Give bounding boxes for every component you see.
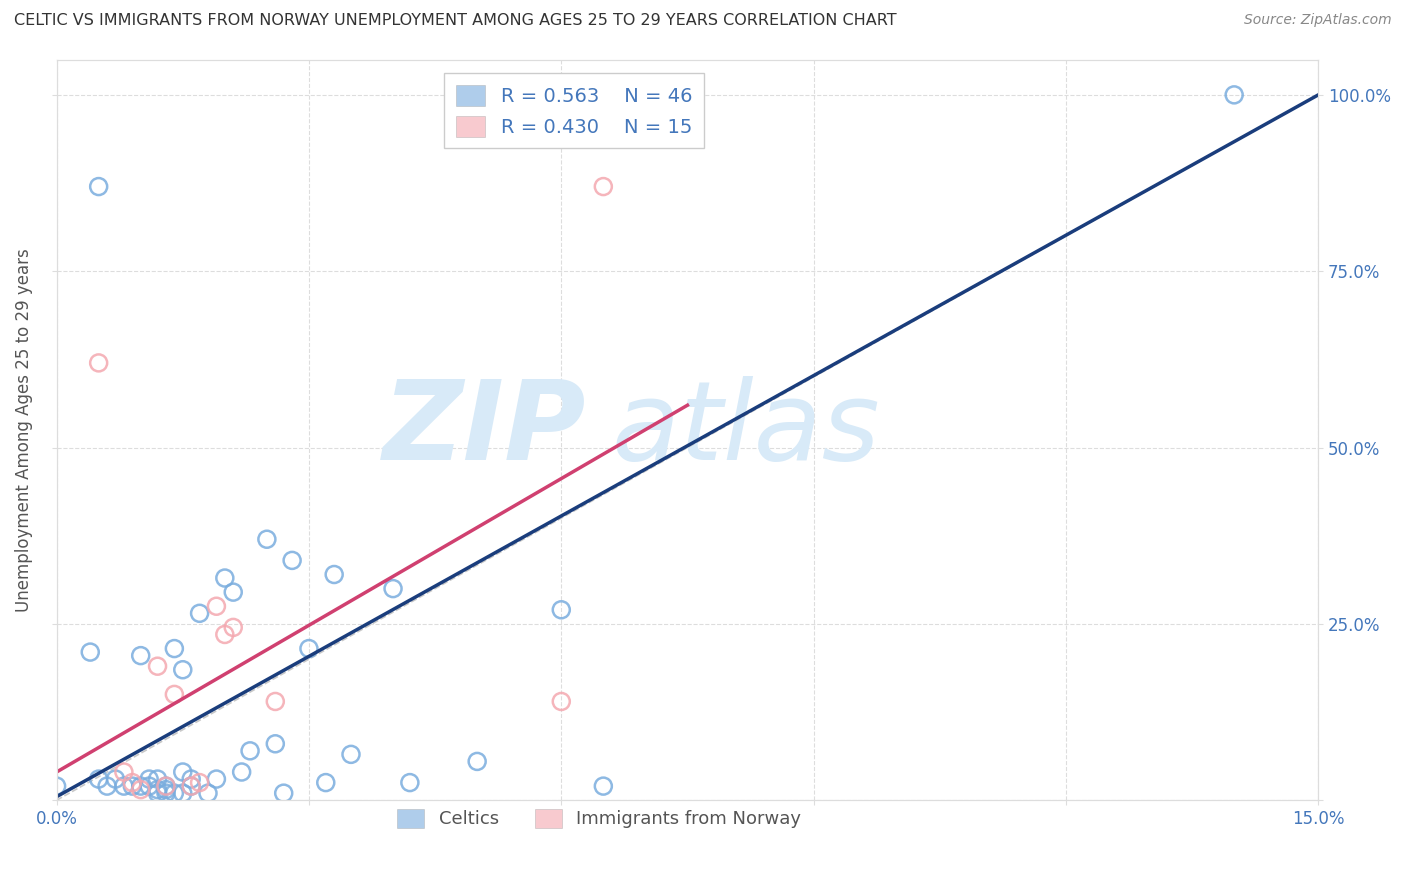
Point: [163, 641, 186, 656]
Point: [172, 663, 194, 677]
Legend: Celtics, Immigrants from Norway: Celtics, Immigrants from Norway: [389, 801, 808, 836]
Point: [104, 772, 127, 786]
Point: [592, 179, 614, 194]
Point: [231, 764, 253, 779]
Point: [87, 772, 110, 786]
Point: [188, 607, 211, 621]
Point: [205, 599, 228, 614]
Point: [465, 755, 488, 769]
Point: [155, 779, 177, 793]
Point: [239, 744, 262, 758]
Point: [172, 786, 194, 800]
Text: CELTIC VS IMMIGRANTS FROM NORWAY UNEMPLOYMENT AMONG AGES 25 TO 29 YEARS CORRELAT: CELTIC VS IMMIGRANTS FROM NORWAY UNEMPLO…: [14, 13, 897, 29]
Point: [399, 775, 422, 789]
Point: [155, 782, 177, 797]
Point: [382, 582, 405, 596]
Point: [256, 533, 278, 547]
Point: [163, 687, 186, 701]
Point: [155, 779, 177, 793]
Point: [121, 775, 143, 789]
Text: atlas: atlas: [612, 376, 880, 483]
Point: [112, 779, 135, 793]
Point: [188, 775, 211, 789]
Point: [146, 772, 169, 786]
Point: [550, 603, 572, 617]
Point: [550, 694, 572, 708]
Point: [129, 782, 152, 797]
Point: [197, 786, 219, 800]
Point: [87, 356, 110, 370]
Point: [222, 620, 245, 634]
Point: [222, 585, 245, 599]
Point: [1223, 87, 1246, 102]
Point: [264, 737, 287, 751]
Point: [138, 779, 160, 793]
Point: [146, 659, 169, 673]
Point: [180, 772, 202, 786]
Point: [214, 571, 236, 585]
Point: [264, 694, 287, 708]
Point: [79, 645, 101, 659]
Point: [45, 779, 67, 793]
Point: [129, 648, 152, 663]
Point: [138, 772, 160, 786]
Point: [121, 779, 143, 793]
Y-axis label: Unemployment Among Ages 25 to 29 years: Unemployment Among Ages 25 to 29 years: [15, 248, 32, 612]
Text: Source: ZipAtlas.com: Source: ZipAtlas.com: [1244, 13, 1392, 28]
Point: [340, 747, 363, 762]
Point: [180, 779, 202, 793]
Point: [592, 779, 614, 793]
Point: [146, 782, 169, 797]
Point: [146, 786, 169, 800]
Point: [323, 567, 346, 582]
Text: ZIP: ZIP: [382, 376, 586, 483]
Point: [205, 772, 228, 786]
Point: [112, 764, 135, 779]
Point: [87, 179, 110, 194]
Point: [315, 775, 337, 789]
Point: [129, 779, 152, 793]
Point: [180, 779, 202, 793]
Point: [298, 641, 321, 656]
Point: [155, 786, 177, 800]
Point: [273, 786, 295, 800]
Point: [214, 627, 236, 641]
Point: [281, 553, 304, 567]
Point: [96, 779, 118, 793]
Point: [163, 786, 186, 800]
Point: [172, 764, 194, 779]
